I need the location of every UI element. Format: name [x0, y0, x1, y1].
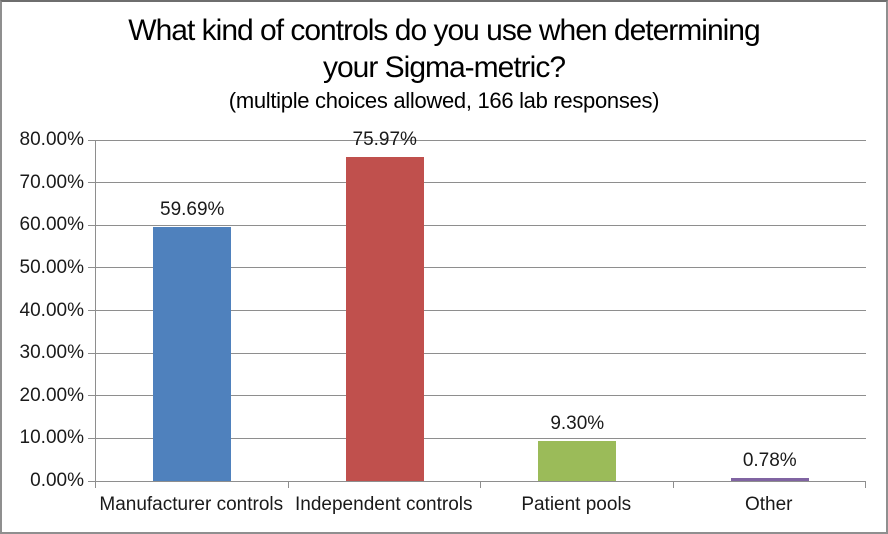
chart-title-line-2: your Sigma-metric?: [322, 51, 566, 84]
y-axis-tick-label: 30.00%: [19, 342, 84, 364]
gridline: [96, 224, 866, 226]
y-axis-tick-mark: [88, 267, 95, 269]
y-axis-tick-label: 80.00%: [19, 129, 84, 150]
y-axis-tick-mark: [88, 182, 95, 184]
y-axis-tick-label: 0.00%: [30, 470, 84, 491]
y-axis-tick-mark: [88, 395, 95, 397]
y-axis-tick-label: 40.00%: [19, 299, 84, 321]
data-label-other: 0.78%: [742, 449, 797, 471]
bar-manufacturer-controls: [153, 226, 232, 481]
gridline: [96, 267, 866, 269]
data-label-manufacturer-controls: 59.69%: [160, 198, 225, 220]
chart-subtitle: (multiple choices allowed, 166 lab respo…: [228, 88, 660, 113]
y-axis-tick-mark: [88, 139, 95, 141]
data-label-patient-pools: 9.30%: [550, 413, 605, 435]
y-axis-tick-label: 70.00%: [19, 171, 84, 193]
category-label-independent-controls: Independent controls: [295, 494, 473, 515]
y-axis-tick-label: 60.00%: [19, 214, 84, 236]
gridline: [96, 139, 866, 141]
gridline: [96, 310, 866, 311]
bar-patient-pools: [538, 441, 617, 481]
plot-area: 59.69% 75.97% 9.30% 0.78%: [95, 129, 866, 482]
gridline: [96, 437, 866, 439]
x-axis-tick-mark: [672, 482, 674, 488]
category-label-other: Other: [744, 494, 793, 515]
gridline: [96, 395, 866, 397]
chart-title-block: What kind of controls do you use when de…: [2, 12, 886, 116]
x-axis-tick-mark: [95, 482, 96, 488]
data-label-independent-controls: 75.97%: [352, 129, 417, 151]
category-label-manufacturer-controls: Manufacturer controls: [99, 494, 284, 515]
y-axis-tick-mark: [88, 224, 95, 226]
gridline: [96, 352, 866, 354]
y-axis-tick-label: 20.00%: [19, 384, 84, 406]
x-axis-tick-mark: [480, 482, 481, 488]
y-axis-tick-mark: [88, 437, 95, 439]
bar-independent-controls: [345, 157, 424, 481]
y-axis-tick-mark: [88, 352, 95, 354]
y-axis-tick-mark: [88, 310, 95, 311]
bar-other: [730, 477, 809, 481]
chart-title-line-1: What kind of controls do you use when de…: [128, 14, 760, 47]
y-axis-tick-label: 50.00%: [19, 256, 84, 278]
y-axis-tick-label: 10.00%: [19, 427, 84, 449]
gridline: [96, 182, 866, 184]
y-axis-tick-mark: [88, 480, 95, 482]
category-label-patient-pools: Patient pools: [521, 494, 632, 515]
x-axis-tick-mark: [287, 482, 289, 488]
x-axis-tick-mark: [865, 482, 866, 488]
